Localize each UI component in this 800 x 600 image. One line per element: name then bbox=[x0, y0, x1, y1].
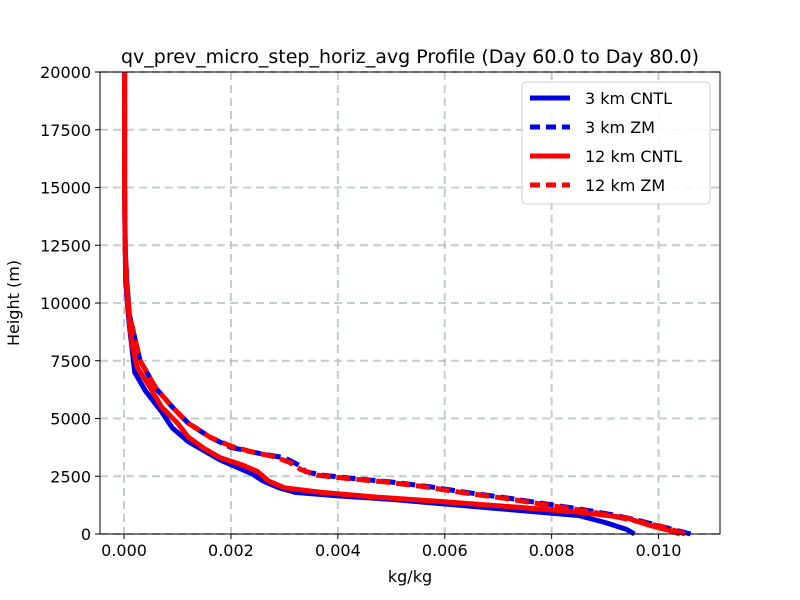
x-axis-label: kg/kg bbox=[388, 567, 432, 586]
legend-box bbox=[521, 81, 711, 205]
x-tick-label: 0.004 bbox=[315, 541, 361, 560]
legend-label: 3 km CNTL bbox=[585, 89, 672, 108]
y-tick-label: 12500 bbox=[40, 236, 91, 255]
y-tick-label: 2500 bbox=[50, 467, 91, 486]
chart-title: qv_prev_micro_step_horiz_avg Profile (Da… bbox=[121, 46, 699, 68]
legend-label: 12 km ZM bbox=[585, 176, 665, 195]
x-tick-label: 0.000 bbox=[101, 541, 147, 560]
y-tick-label: 0 bbox=[81, 525, 91, 544]
y-tick-label: 5000 bbox=[50, 410, 91, 429]
grid bbox=[100, 71, 720, 535]
series-lines bbox=[122, 72, 692, 537]
legend-label: 3 km ZM bbox=[585, 118, 655, 137]
legend-label: 12 km CNTL bbox=[585, 147, 682, 166]
axis-ticks: 0.000 0.002 0.004 0.006 0.008 0.010 0 2500 5000 7… bbox=[40, 63, 681, 560]
y-tick-label: 7500 bbox=[50, 352, 91, 371]
y-tick-label: 20000 bbox=[40, 63, 91, 82]
series-line-3 bbox=[122, 72, 687, 537]
x-tick-label: 0.002 bbox=[208, 541, 254, 560]
x-tick-label: 0.006 bbox=[422, 541, 468, 560]
x-tick-label: 0.008 bbox=[529, 541, 575, 560]
legend: 3 km CNTL 3 km ZM 12 km CNTL 12 km ZM bbox=[521, 81, 711, 205]
y-tick-label: 15000 bbox=[40, 179, 91, 198]
y-axis-label: Height (m) bbox=[4, 260, 23, 346]
y-tick-label: 17500 bbox=[40, 121, 91, 140]
y-tick-label: 10000 bbox=[40, 294, 91, 313]
x-tick-label: 0.010 bbox=[636, 541, 682, 560]
